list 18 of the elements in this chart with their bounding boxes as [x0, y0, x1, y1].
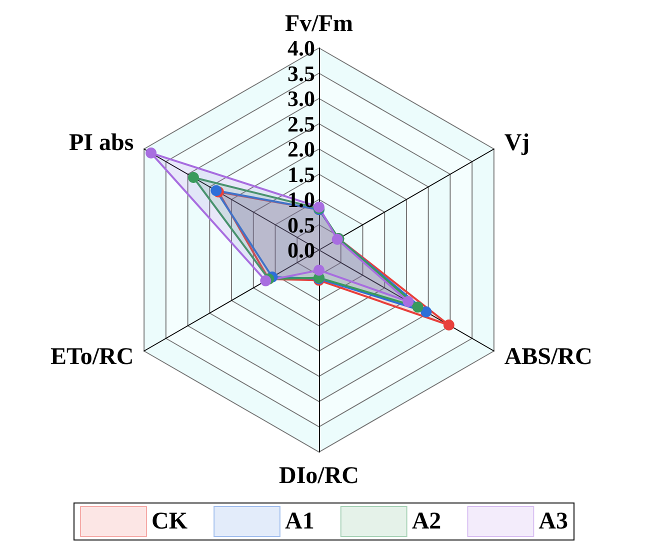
y-tick-label: 3.0 [288, 86, 315, 111]
legend-label: CK [152, 508, 188, 534]
y-tick-label: 4.0 [288, 36, 315, 60]
y-tick-label: 0.0 [288, 238, 315, 262]
y-tick-label: 0.5 [288, 212, 315, 238]
spoke-label: ABS/RC [504, 344, 592, 370]
y-tick-label: 2.0 [288, 136, 315, 162]
spoke-label: ETo/RC [50, 344, 134, 370]
spoke-label: PI abs [68, 130, 134, 156]
spoke-label: DIo/RC [278, 463, 360, 489]
spoke-label: Vj [504, 130, 530, 156]
legend-label: A3 [538, 508, 568, 534]
spoke-label: Fv/Fm [285, 11, 353, 37]
y-tick-label: 1.5 [288, 162, 315, 187]
legend-label: A1 [285, 508, 314, 534]
y-tick-label: 3.5 [288, 60, 315, 86]
y-tick-label: 2.5 [288, 111, 315, 136]
legend-label: A2 [412, 508, 442, 534]
